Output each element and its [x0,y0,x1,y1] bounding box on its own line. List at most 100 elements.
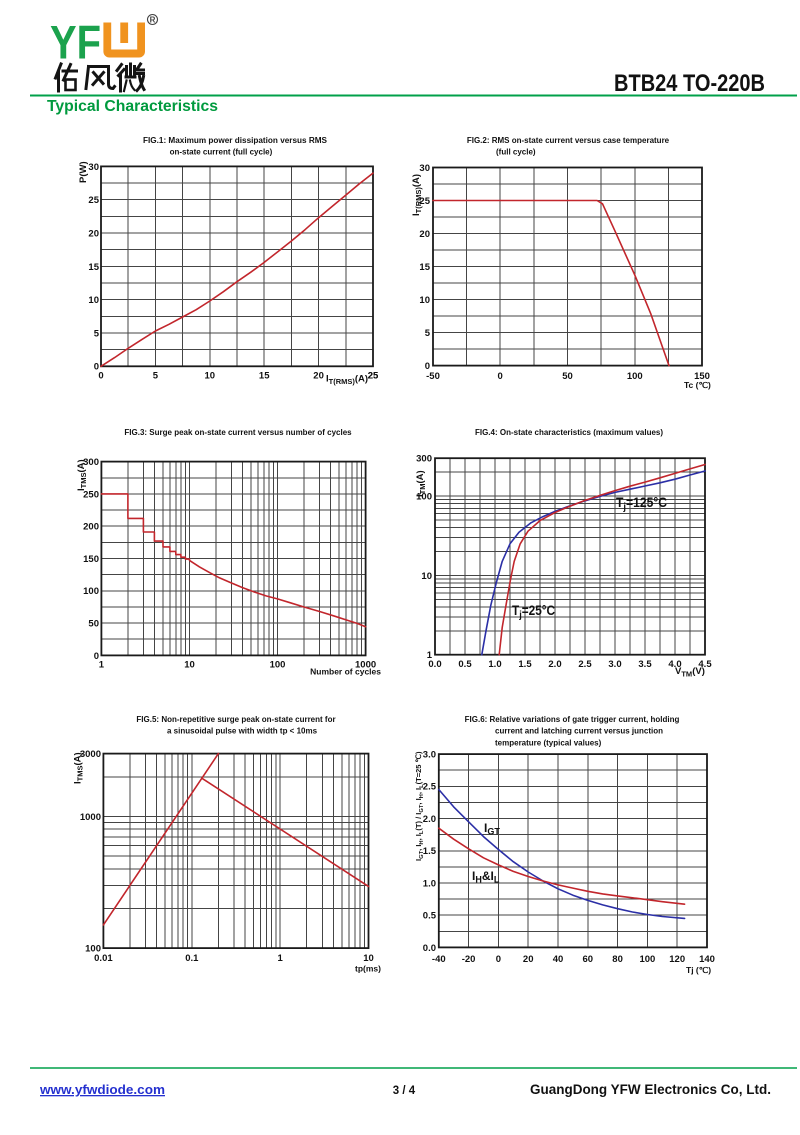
svg-text:30: 30 [88,162,99,173]
svg-text:1.0: 1.0 [423,878,436,889]
svg-text:140: 140 [699,954,715,965]
svg-text:on-state current (full cycle): on-state current (full cycle) [170,148,273,157]
svg-text:150: 150 [83,554,99,565]
svg-text:ITMS(A): ITMS(A) [73,752,85,784]
svg-text:-20: -20 [462,954,476,965]
svg-text:Tj (℃): Tj (℃) [686,965,711,975]
svg-text:0: 0 [496,954,501,965]
svg-text:0: 0 [94,362,99,373]
svg-text:25: 25 [368,371,379,382]
svg-text:temperature (typical values): temperature (typical values) [495,739,602,748]
svg-text:1: 1 [277,953,283,964]
svg-text:-50: -50 [426,371,440,382]
svg-text:15: 15 [419,262,430,273]
svg-text:30: 30 [419,163,430,174]
svg-text:FIG.3: Surge peak on-state cur: FIG.3: Surge peak on-state current versu… [124,428,352,437]
svg-text:80: 80 [612,954,623,965]
svg-text:5: 5 [425,328,431,339]
svg-text:R: R [150,16,156,25]
svg-text:ITM(A): ITM(A) [415,470,427,497]
svg-text:Typical Characteristics: Typical Characteristics [47,98,218,115]
svg-text:1: 1 [99,660,105,671]
svg-text:4.5: 4.5 [698,659,712,670]
svg-text:0.0: 0.0 [428,659,441,670]
svg-text:Number of cycles: Number of cycles [310,667,381,677]
svg-text:25: 25 [419,196,430,207]
svg-text:P(W): P(W) [78,161,89,183]
svg-text:150: 150 [694,371,710,382]
svg-text:YF: YF [50,17,101,70]
svg-text:0.1: 0.1 [185,953,199,964]
svg-text:60: 60 [583,954,594,965]
svg-text:100: 100 [627,371,643,382]
svg-text:15: 15 [259,371,270,382]
svg-text:0.5: 0.5 [458,659,472,670]
svg-text:BTB24 TO-220B: BTB24 TO-220B [614,70,765,97]
svg-text:1000: 1000 [80,812,101,823]
svg-text:300: 300 [416,454,432,465]
svg-text:VTM(V): VTM(V) [675,666,705,679]
svg-text:0: 0 [498,371,503,382]
svg-text:FIG.5: Non-repetitive surge pe: FIG.5: Non-repetitive surge peak on-stat… [136,715,335,724]
svg-text:2.0: 2.0 [423,814,436,825]
svg-text:current and latching current v: current and latching current versus junc… [495,727,663,736]
svg-text:5: 5 [153,371,159,382]
svg-text:0.0: 0.0 [423,943,436,954]
svg-text:25: 25 [368,371,379,382]
svg-text:IT(RMS)(A): IT(RMS)(A) [411,174,423,216]
svg-text:100: 100 [270,660,286,671]
svg-text:3.0: 3.0 [608,659,621,670]
svg-text:100: 100 [85,944,101,955]
svg-text:2.0: 2.0 [548,659,561,670]
svg-text:www.yfwdiode.com: www.yfwdiode.com [39,1082,165,1097]
svg-text:1000: 1000 [355,660,376,671]
svg-text:10: 10 [205,371,216,382]
svg-text:3.0: 3.0 [423,750,436,761]
svg-text:2.5: 2.5 [578,659,592,670]
svg-text:FIG.1: Maximum power dissipati: FIG.1: Maximum power dissipation versus … [143,136,328,145]
svg-text:(full cycle): (full cycle) [496,148,536,157]
svg-text:ITMS(A): ITMS(A) [76,459,88,491]
svg-text:IGT, IH, IL(T) / IGT, IH, IL(T: IGT, IH, IL(T) / IGT, IH, IL(T=25 ℃) [414,751,425,861]
svg-text:10: 10 [363,953,374,964]
svg-text:3 / 4: 3 / 4 [393,1085,416,1097]
svg-text:5: 5 [94,328,100,339]
svg-text:Tj=125°C: Tj=125°C [616,495,667,513]
svg-text:IT(RMS)(A): IT(RMS)(A) [326,374,368,387]
svg-text:25: 25 [88,195,99,206]
svg-text:10: 10 [88,295,99,306]
svg-text:0: 0 [94,651,99,662]
svg-text:20: 20 [523,954,534,965]
svg-text:GuangDong YFW Electronics Co,: GuangDong YFW Electronics Co, Ltd. [530,1082,771,1097]
svg-text:2.5: 2.5 [423,782,437,793]
svg-text:0.01: 0.01 [94,953,113,964]
svg-text:a sinusoidal pulse with width: a sinusoidal pulse with width tp < 10ms [167,727,318,736]
svg-text:tp(ms): tp(ms) [355,964,381,974]
svg-text:20: 20 [88,228,99,239]
svg-text:10: 10 [421,571,432,582]
svg-text:10: 10 [419,295,430,306]
svg-text:250: 250 [83,489,99,500]
svg-text:FIG.6: Relative variations of: FIG.6: Relative variations of gate trigg… [465,715,680,724]
svg-text:15: 15 [88,262,99,273]
svg-text:4.0: 4.0 [668,659,681,670]
svg-text:Tc (℃): Tc (℃) [684,380,711,390]
svg-text:20: 20 [313,371,324,382]
svg-text:3.5: 3.5 [638,659,652,670]
svg-text:120: 120 [669,954,685,965]
svg-text:FIG.4: On-state characteristic: FIG.4: On-state characteristics (maximum… [475,428,663,437]
svg-text:FIG.2: RMS on-state current ve: FIG.2: RMS on-state current versus case … [467,136,670,145]
svg-text:100: 100 [639,954,655,965]
svg-text:1.5: 1.5 [423,846,437,857]
svg-text:200: 200 [83,522,99,533]
svg-text:1: 1 [427,650,433,661]
svg-text:100: 100 [83,586,99,597]
svg-text:50: 50 [88,619,99,630]
svg-text:20: 20 [419,229,430,240]
svg-text:0.5: 0.5 [423,911,437,922]
svg-text:3000: 3000 [80,749,101,760]
svg-text:300: 300 [83,457,99,468]
svg-text:-40: -40 [432,954,446,965]
svg-text:1.0: 1.0 [488,659,501,670]
svg-text:Tj=25°C: Tj=25°C [512,603,555,621]
